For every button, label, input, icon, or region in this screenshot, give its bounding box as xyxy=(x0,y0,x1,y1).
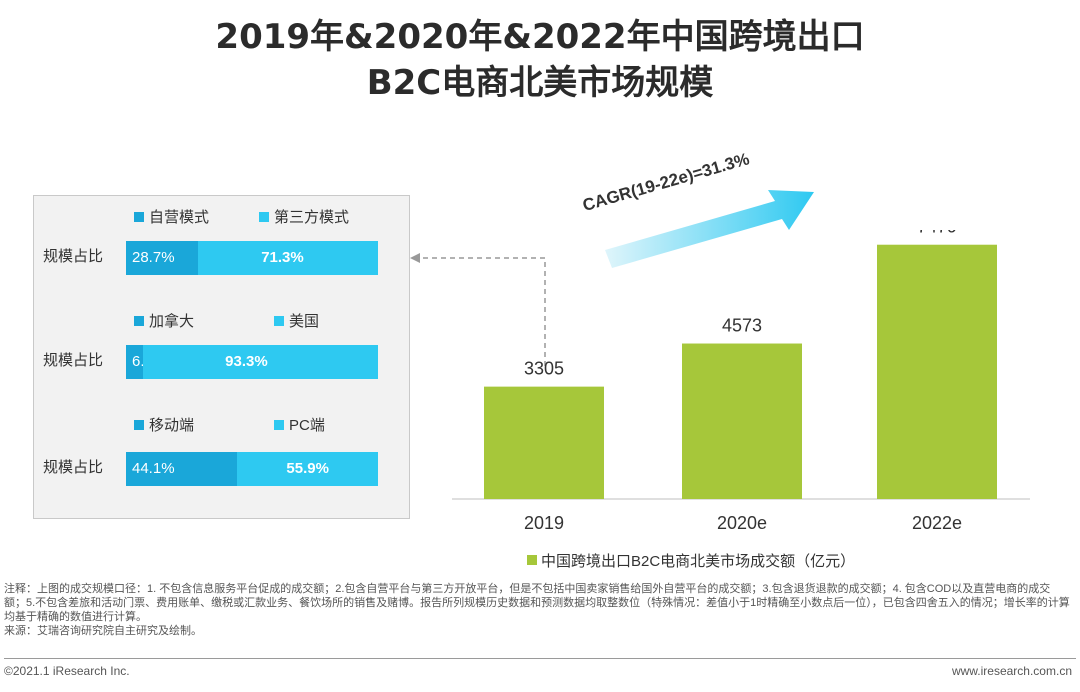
legend-swatch-dark xyxy=(134,420,144,430)
share-bar-mode: 28.7% 71.3% xyxy=(126,241,378,275)
row-label: 规模占比 xyxy=(43,352,104,369)
share-segment xyxy=(198,241,378,275)
data-label: 7479 xyxy=(917,230,957,237)
share-segment-label: 93.3% xyxy=(225,353,268,370)
legend-label: PC端 xyxy=(289,417,325,434)
data-label: 3305 xyxy=(524,359,564,379)
legend-label: 移动端 xyxy=(149,417,195,434)
x-tick-label: 2019 xyxy=(524,513,564,533)
legend-swatch-dark xyxy=(134,316,144,326)
footer-divider xyxy=(4,658,1076,659)
row-label: 规模占比 xyxy=(43,248,104,265)
x-tick-label: 2022e xyxy=(912,513,962,533)
legend-item-mobile: 移动端 xyxy=(134,417,194,435)
connector-arrow xyxy=(410,253,546,366)
bar-2020e xyxy=(682,343,802,499)
x-tick-label: 2020e xyxy=(717,513,767,533)
chart-legend: 中国跨境出口B2C电商北美市场成交额（亿元） xyxy=(527,553,855,571)
share-bar-device: 44.1% 55.9% xyxy=(126,452,378,486)
bar-2019 xyxy=(484,386,604,499)
bar-2022e xyxy=(877,244,997,499)
share-segment-label: 55.9% xyxy=(286,460,329,477)
row-label: 规模占比 xyxy=(43,459,104,476)
footer-website: www.iresearch.com.cn xyxy=(951,664,1072,678)
notes: 注释：上图的成交规模口径：1. 不包含信息服务平台促成的成交额；2.包含自营平台… xyxy=(4,582,1072,638)
page-title-line1: 2019年&2020年&2022年中国跨境出口 xyxy=(215,17,865,57)
legend-item-pc: PC端 xyxy=(274,417,325,435)
legend-item-canada: 加拿大 xyxy=(134,313,194,331)
legend-series-label: 中国跨境出口B2C电商北美市场成交额（亿元） xyxy=(541,553,856,570)
legend-label: 第三方模式 xyxy=(274,209,350,226)
legend-swatch-dark xyxy=(134,212,144,222)
legend-label: 自营模式 xyxy=(149,209,210,226)
share-segment xyxy=(142,345,378,379)
share-bar-country: 6.7%93.3% xyxy=(126,345,378,379)
share-segment-label: 44.1% xyxy=(132,460,175,477)
legend-label: 加拿大 xyxy=(149,313,195,330)
share-segment xyxy=(237,452,378,486)
legend-swatch-green xyxy=(527,555,537,565)
legend-item-third-party: 第三方模式 xyxy=(259,209,349,227)
notes-text: 注释：上图的成交规模口径：1. 不包含信息服务平台促成的成交额；2.包含自营平台… xyxy=(4,583,1070,623)
source-text: 来源：艾瑞咨询研究院自主研究及绘制。 xyxy=(4,625,202,637)
page-title-line2: B2C电商北美市场规模 xyxy=(366,63,714,103)
legend-item-usa: 美国 xyxy=(274,313,319,331)
share-panel: 自营模式 第三方模式 规模占比 28.7% 71.3% 加拿大 美国 规模占比 6… xyxy=(33,195,410,519)
legend-item-self-operated: 自营模式 xyxy=(134,209,209,227)
legend-swatch-light xyxy=(274,420,284,430)
share-segment xyxy=(126,241,199,275)
bar-chart: 3305 2019 4573 2020e 7479 2022e xyxy=(452,230,1030,533)
footer-copyright: ©2021.1 iResearch Inc. xyxy=(4,664,130,678)
share-segment-label: 71.3% xyxy=(261,249,304,266)
cagr-arrow-icon xyxy=(605,190,814,268)
legend-swatch-light xyxy=(274,316,284,326)
legend-label: 美国 xyxy=(289,313,320,330)
share-segment xyxy=(126,345,143,379)
share-segment xyxy=(126,452,238,486)
data-label: 4573 xyxy=(722,316,762,336)
share-segment-label: 28.7% xyxy=(132,249,175,266)
legend-swatch-light xyxy=(259,212,269,222)
